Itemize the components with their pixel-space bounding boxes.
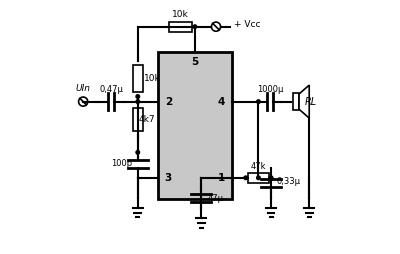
Bar (133, 66, 143, 92)
Text: 47k: 47k (251, 163, 266, 171)
Circle shape (136, 100, 140, 103)
Text: 10k: 10k (144, 74, 161, 83)
Text: 3: 3 (165, 173, 172, 183)
Text: 1000μ: 1000μ (257, 85, 283, 94)
Circle shape (269, 176, 273, 180)
Bar (133, 108, 143, 131)
Circle shape (193, 25, 197, 28)
Text: 1: 1 (218, 173, 225, 183)
Text: 0,47μ: 0,47μ (99, 85, 123, 94)
Text: 10k: 10k (172, 10, 188, 19)
Text: + Vcc: + Vcc (234, 20, 261, 29)
Text: 4k7: 4k7 (139, 115, 156, 124)
Circle shape (136, 151, 140, 154)
Text: 47μ: 47μ (208, 194, 224, 203)
Polygon shape (299, 85, 309, 118)
Bar (169, 22, 192, 32)
Text: RL: RL (304, 97, 316, 107)
Text: UIn: UIn (76, 84, 91, 93)
Circle shape (136, 95, 140, 98)
Bar (293, 93, 299, 110)
Text: 2: 2 (165, 97, 172, 107)
Circle shape (257, 100, 260, 103)
Text: 4: 4 (218, 97, 225, 107)
Circle shape (257, 176, 260, 180)
Text: 0,33μ: 0,33μ (276, 177, 300, 186)
Bar (248, 173, 269, 183)
Bar (158, 52, 232, 199)
Text: 5: 5 (191, 57, 198, 67)
Circle shape (244, 176, 248, 180)
Text: 100p: 100p (111, 159, 132, 168)
